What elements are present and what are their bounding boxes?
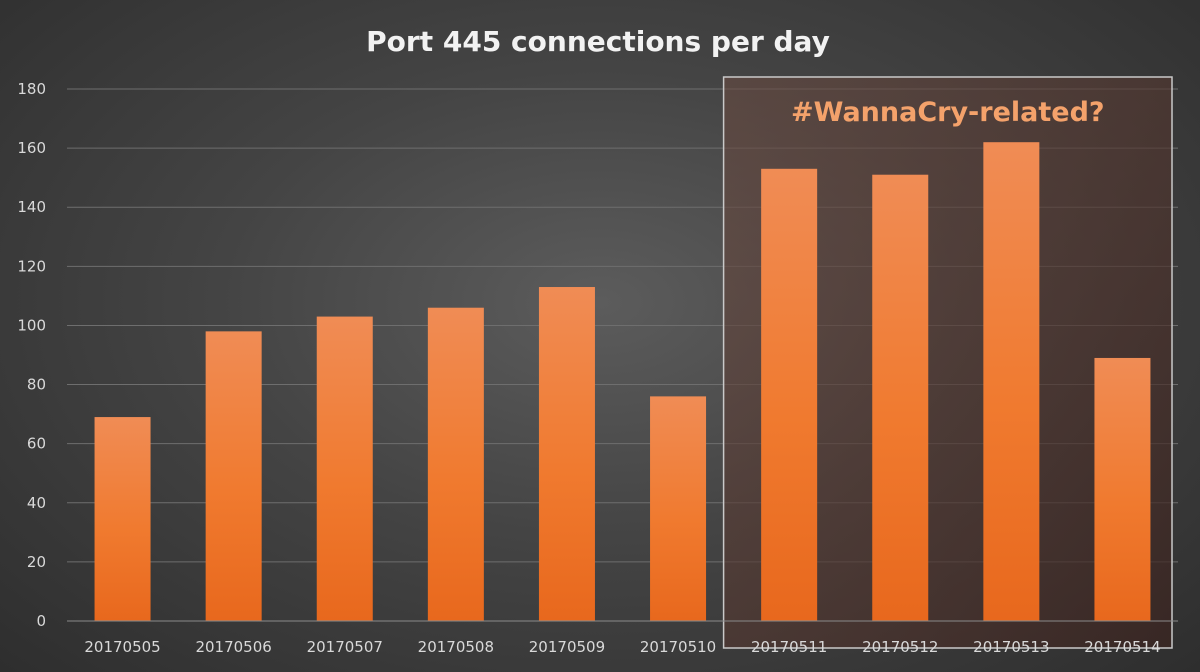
y-tick-label: 100 bbox=[17, 316, 46, 334]
bar-20170508 bbox=[427, 307, 484, 621]
bar-20170507 bbox=[316, 316, 373, 621]
x-tick-label: 20170505 bbox=[84, 638, 160, 656]
x-tick-label: 20170514 bbox=[1084, 638, 1160, 656]
y-tick-label: 120 bbox=[17, 257, 46, 275]
bar-20170509 bbox=[538, 287, 595, 621]
x-tick-label: 20170509 bbox=[529, 638, 605, 656]
bar-20170513 bbox=[983, 142, 1040, 621]
bar-20170506 bbox=[205, 331, 262, 621]
bar-20170510 bbox=[650, 396, 707, 621]
y-tick-label: 40 bbox=[27, 494, 46, 512]
x-tick-label: 20170506 bbox=[195, 638, 271, 656]
bar-20170511 bbox=[761, 168, 818, 622]
chart-title: Port 445 connections per day bbox=[366, 25, 830, 58]
x-tick-label: 20170510 bbox=[640, 638, 716, 656]
y-tick-label: 180 bbox=[17, 80, 46, 98]
bars bbox=[94, 142, 1151, 622]
y-tick-label: 140 bbox=[17, 198, 46, 216]
x-tick-label: 20170513 bbox=[973, 638, 1049, 656]
x-tick-label: 20170508 bbox=[418, 638, 494, 656]
x-tick-label: 20170512 bbox=[862, 638, 938, 656]
x-tick-label: 20170511 bbox=[751, 638, 827, 656]
y-tick-label: 60 bbox=[27, 435, 46, 453]
x-axis-ticks: 20170505 20170506 20170507 20170508 20170509… bbox=[84, 638, 1160, 656]
y-tick-label: 20 bbox=[27, 553, 46, 571]
y-tick-label: 0 bbox=[36, 612, 46, 630]
y-tick-label: 160 bbox=[17, 139, 46, 157]
annotation-label: #WannaCry-related? bbox=[791, 97, 1105, 128]
y-axis-ticks: 0 20 40 60 80 100 120 140 160 180 bbox=[17, 80, 46, 630]
bar-20170505 bbox=[94, 417, 151, 621]
x-tick-label: 20170507 bbox=[307, 638, 383, 656]
bar-20170512 bbox=[872, 174, 929, 621]
y-tick-label: 80 bbox=[27, 376, 46, 394]
bar-20170514 bbox=[1094, 357, 1151, 621]
